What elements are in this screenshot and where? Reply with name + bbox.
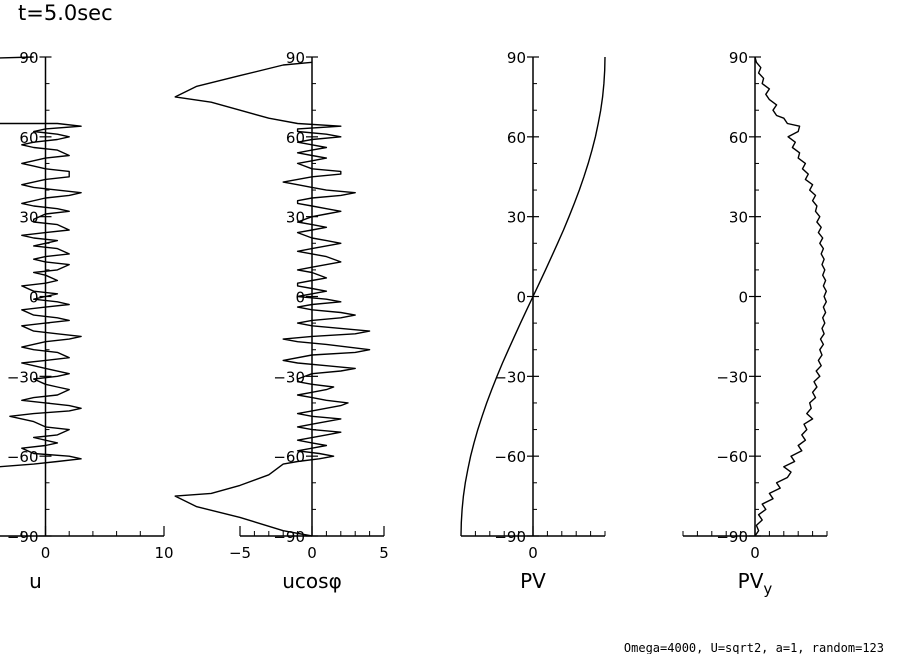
pv-x-label-text: PV bbox=[520, 569, 546, 593]
pvy-y-tick-label: −30 bbox=[716, 368, 748, 386]
ucos-y-tick-label: −90 bbox=[273, 528, 305, 546]
u-y-tick-label: 0 bbox=[29, 289, 39, 307]
ucos-y-tick-label: 90 bbox=[286, 49, 305, 67]
pvy-x-label-text: PV bbox=[738, 569, 764, 593]
ucos-x-tick-label: 0 bbox=[307, 544, 317, 562]
pv-x-label: PV bbox=[520, 569, 546, 593]
pvy-x-label-subscript: y bbox=[763, 580, 772, 598]
u-x-label: u bbox=[29, 569, 42, 593]
u-x-tick-label: 10 bbox=[154, 544, 173, 562]
pvy-y-tick-label: 0 bbox=[738, 289, 748, 307]
u-y-tick-label: −30 bbox=[7, 368, 39, 386]
pv-y-tick-label: 60 bbox=[507, 129, 526, 147]
pvy-y-tick-label: −90 bbox=[716, 528, 748, 546]
ucos-y-tick-label: 0 bbox=[295, 289, 305, 307]
pv-y-tick-label: 30 bbox=[507, 209, 526, 227]
u-y-tick-label: 90 bbox=[19, 49, 38, 67]
u-y-tick-label: −90 bbox=[7, 528, 39, 546]
ucos-series-line-0 bbox=[174, 61, 371, 537]
ucos-x-tick-label: −5 bbox=[229, 544, 251, 562]
u-x-label-text: u bbox=[29, 569, 42, 593]
pvy-y-tick-label: 60 bbox=[729, 129, 748, 147]
pv-x-tick-label: 0 bbox=[528, 544, 538, 562]
pvy-y-tick-label: −60 bbox=[716, 448, 748, 466]
pv-y-tick-label: 90 bbox=[507, 49, 526, 67]
ucos-y-tick-label: 30 bbox=[286, 209, 305, 227]
pv-y-tick-label: 0 bbox=[516, 289, 526, 307]
pv-series-line-0 bbox=[460, 56, 606, 537]
figure-title: t=5.0sec bbox=[18, 1, 113, 25]
pv-y-tick-label: −90 bbox=[494, 528, 526, 546]
u-series-line-0 bbox=[0, 56, 82, 468]
pvy-x-label: PVy bbox=[738, 569, 773, 598]
pvy-series-line-0 bbox=[754, 56, 827, 537]
pv-y-tick-label: −60 bbox=[494, 448, 526, 466]
footnote: Omega=4000, U=sqrt2, a=1, random=123 bbox=[624, 641, 884, 654]
ucos-x-tick-label: 5 bbox=[379, 544, 389, 562]
panels: −10010−90−60−300306090u−505−90−60−300306… bbox=[0, 49, 828, 598]
u-x-tick-label: 0 bbox=[41, 544, 51, 562]
ucos-x-label-text: ucosφ bbox=[282, 569, 342, 593]
pv-y-tick-label: −30 bbox=[494, 368, 526, 386]
pvy-y-tick-label: 90 bbox=[729, 49, 748, 67]
ucos-x-label: ucosφ bbox=[282, 569, 342, 593]
pvy-x-tick-label: 0 bbox=[750, 544, 760, 562]
pvy-y-tick-label: 30 bbox=[729, 209, 748, 227]
